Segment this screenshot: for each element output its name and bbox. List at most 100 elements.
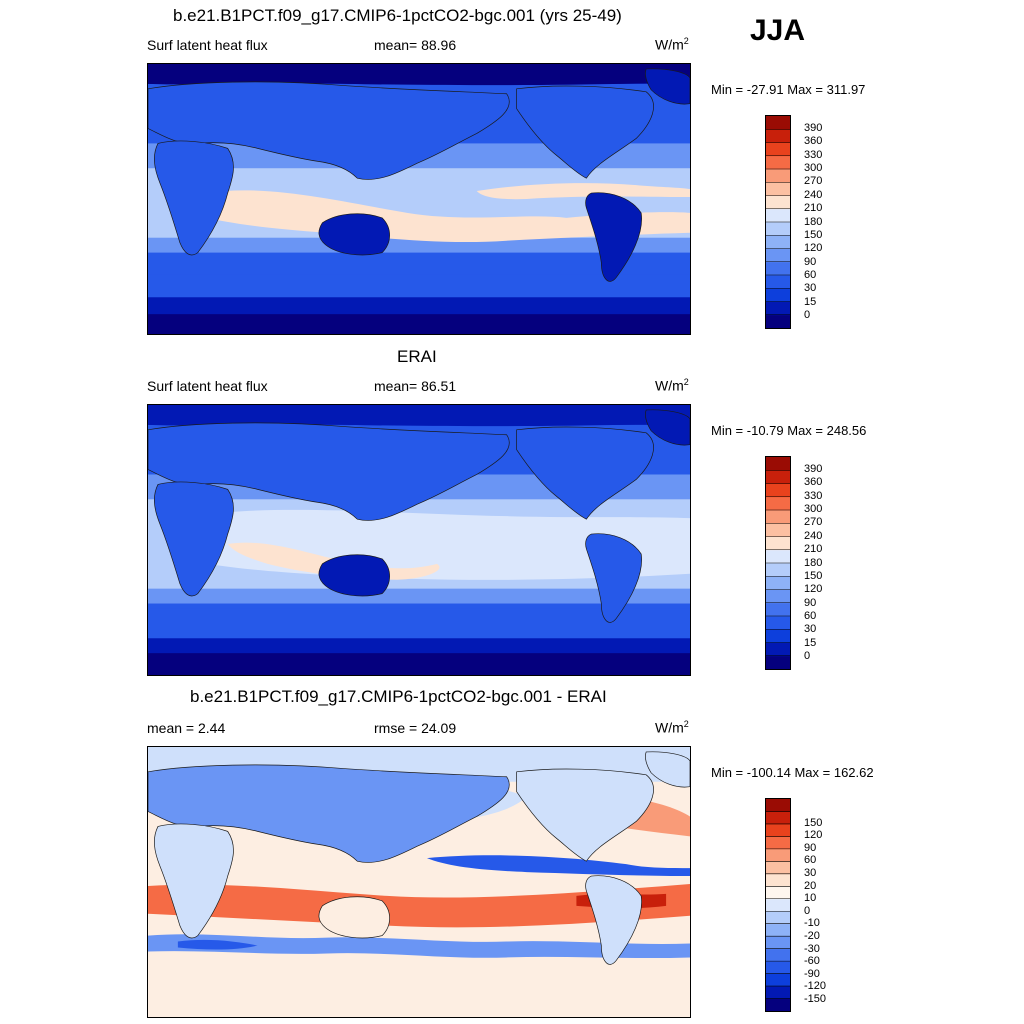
greenland [645,409,690,446]
colorbar-tick-label: 180 [804,556,823,569]
colorbar-tick-label: -20 [804,929,820,942]
panel3-map [147,746,691,1018]
north-america [516,85,654,179]
southern-ocean-dark [177,939,258,950]
colorbar-tick-label: 390 [804,121,823,134]
colorbar-tick-label: 150 [804,569,823,582]
panel1-variable-label: Surf latent heat flux [147,37,268,53]
colorbar-box [766,911,790,925]
colorbar-box [766,248,790,263]
antarctica [148,314,690,334]
colorbar-tick-label: 60 [804,854,817,867]
colorbar-box [766,182,790,196]
colorbar-box [766,848,790,862]
colorbar-tick-label: 30 [804,623,817,636]
panel2-title: ERAI [397,347,437,366]
colorbar-box [766,799,790,812]
colorbar-tick-label: 180 [804,215,823,228]
colorbar-tick-label: 390 [804,462,823,475]
south-america-diff [585,875,642,965]
eurasia [148,81,510,180]
panel3-minmax: Min = -100.14 Max = 162.62 [711,765,874,780]
colorbar-box [766,496,790,511]
colorbar-tick-label: -90 [804,967,820,980]
colorbar-tick-label: 0 [804,650,811,663]
colorbar-box [766,314,790,328]
colorbar-tick-label: 60 [804,610,817,622]
antarctica-diff [148,990,690,1017]
greenland [645,68,690,105]
panel2-unit-label: W/m2 [655,377,689,394]
colorbar-box [766,629,790,643]
colorbar-box [766,457,790,471]
colorbar-box [766,576,790,590]
colorbar-box [766,861,790,875]
colorbar-box [766,275,790,289]
colorbar-box [766,873,790,887]
panel2-colorbar [765,456,791,670]
southern-ocean [148,608,690,644]
colorbar-box [766,208,790,223]
colorbar-tick-label: 360 [804,476,823,489]
panel1-title: b.e21.B1PCT.f09_g17.CMIP6-1pctCO2-bgc.00… [173,6,622,25]
arctic [148,405,690,427]
panel1-map [147,63,691,335]
colorbar-box [766,642,790,657]
southern-ocean [148,638,690,659]
antarctica [148,653,690,675]
colorbar-box [766,116,790,130]
panel1-unit-label: W/m2 [655,36,689,53]
panel3-unit-label: W/m2 [655,719,689,736]
eurasia-diff [148,764,510,863]
southern-ocean-blue [148,934,690,959]
panel3-title: b.e21.B1PCT.f09_g17.CMIP6-1pctCO2-bgc.00… [190,687,607,706]
africa [154,140,234,256]
colorbar-tick-label: 60 [804,269,817,281]
colorbar-box [766,142,790,157]
north-america-diff [516,768,654,862]
colorbar-box [766,973,790,987]
colorbar-tick-label: 240 [804,529,823,542]
panel2-minmax: Min = -10.79 Max = 248.56 [711,423,867,438]
panel1-mean-label: mean= 88.96 [374,37,457,53]
colorbar-box [766,948,790,962]
panel3-rmse-label: rmse = 24.09 [374,720,457,736]
arctic [148,64,690,86]
colorbar-box [766,836,790,850]
colorbar-box [766,155,790,170]
panel1-colorbar [765,115,791,329]
panel3-mean-label: mean = 2.44 [147,720,226,736]
colorbar-tick-label: 150 [804,228,823,241]
colorbar-tick-label: 240 [804,188,823,201]
colorbar-box [766,536,790,551]
australia [318,213,390,256]
south-america [585,192,642,282]
colorbar-tick-label: 10 [804,892,817,905]
southern-ocean [148,297,690,318]
colorbar-box [766,222,790,236]
colorbar-box [766,961,790,974]
colorbar-box [766,470,790,484]
colorbar-tick-label: 270 [804,516,823,529]
eurasia [148,422,510,521]
panel2-mean-label: mean= 86.51 [374,378,457,394]
colorbar-tick-label: -10 [804,917,820,930]
colorbar-tick-label: 300 [804,162,823,174]
colorbar-box [766,510,790,524]
colorbar-tick-label: 330 [804,489,823,502]
colorbar-box [766,261,790,276]
colorbar-tick-label: 90 [804,596,817,609]
colorbar-tick-label: 0 [804,309,811,322]
colorbar-tick-label: -30 [804,942,820,955]
panel3-colorbar [765,798,791,1012]
colorbar-box [766,811,790,825]
colorbar-box [766,235,790,249]
colorbar-box [766,129,790,143]
colorbar-tick-label: 15 [804,295,817,308]
colorbar-tick-label: 210 [804,202,823,215]
southern-subtropics-orange [148,883,690,928]
colorbar-box [766,589,790,604]
colorbar-box [766,301,790,316]
colorbar-tick-label: 330 [804,148,823,161]
colorbar-box [766,195,790,210]
